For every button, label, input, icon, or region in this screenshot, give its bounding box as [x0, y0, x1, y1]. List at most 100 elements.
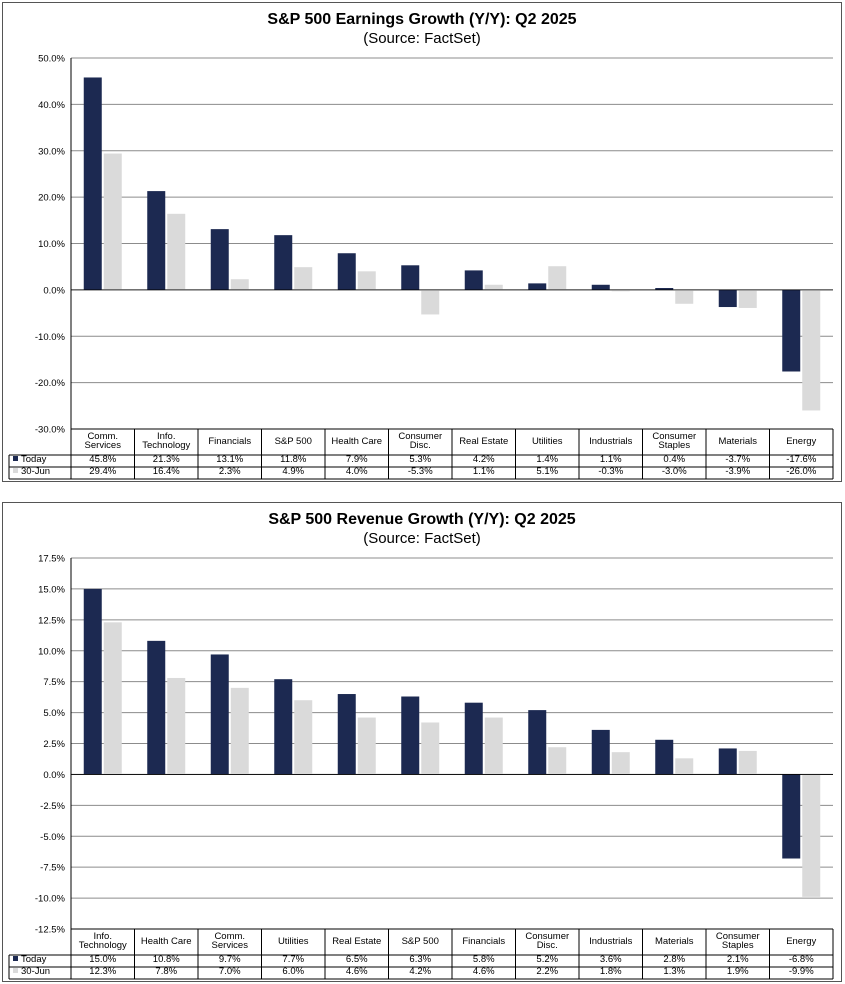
data-table-cell: 6.5% [346, 954, 368, 965]
x-category-label: Industrials [589, 936, 633, 947]
x-category-label: Real Estate [332, 936, 381, 947]
bar-today [147, 191, 166, 290]
revenue-chart-svg: S&P 500 Revenue Growth (Y/Y): Q2 2025 (S… [8, 511, 834, 980]
x-category-label: Health Care [331, 436, 382, 447]
legend-label: Today [21, 454, 47, 465]
bar-today [528, 710, 547, 775]
data-table-cell: 6.3% [409, 954, 431, 965]
data-table-cell: 4.6% [346, 966, 368, 977]
y-tick-label: 7.5% [43, 677, 65, 688]
y-tick-label: 10.0% [38, 239, 65, 250]
data-table-cell: -17.6% [786, 454, 817, 465]
bar-today [591, 284, 610, 290]
x-category-label: Consumer [525, 931, 569, 942]
data-table-cell: 13.1% [216, 454, 243, 465]
bar-today [147, 640, 166, 775]
x-category-label: Staples [658, 440, 690, 451]
legend-key-30-jun [13, 468, 18, 473]
bar-30-jun [421, 722, 440, 775]
data-table-cell: 21.3% [153, 454, 180, 465]
bar-30-jun [103, 622, 122, 775]
y-tick-label: -5.0% [40, 832, 65, 843]
bar-today [210, 654, 229, 775]
data-table-cell: 7.9% [346, 454, 368, 465]
bar-today [83, 77, 102, 290]
plot-area: 17.5% 15.0% 12.5% 10.0% 7.5% 5.0% 2.5% 0.0% -2.5… [8, 554, 834, 980]
data-table-cell: 1.1% [473, 466, 495, 477]
x-category-label: Info. [157, 431, 176, 442]
bar-30-jun [802, 289, 821, 411]
x-category-label: S&P 500 [402, 936, 439, 947]
data-table-cell: 2.8% [663, 954, 685, 965]
y-tick-label: 15.0% [38, 584, 65, 595]
y-tick-label: 0.0% [43, 285, 65, 296]
bar-today [655, 288, 674, 290]
x-category-label: Comm. [87, 431, 118, 442]
bar-today [274, 235, 293, 290]
bar-today [210, 229, 229, 290]
bar-30-jun [230, 687, 249, 775]
data-table-cell: 7.7% [282, 954, 304, 965]
bar-30-jun [611, 289, 630, 292]
data-table-cell: 45.8% [89, 454, 116, 465]
data-table-cell: 4.2% [473, 454, 495, 465]
data-table-cell: 4.2% [409, 966, 431, 977]
y-tick-label: 12.5% [38, 615, 65, 626]
bar-today [591, 729, 610, 775]
data-table-cell: 1.8% [600, 966, 622, 977]
data-table-cell: 1.9% [727, 966, 749, 977]
x-category-label: Disc. [410, 440, 431, 451]
bar-30-jun [357, 717, 376, 775]
bar-today [718, 289, 737, 308]
x-category-label: Health Care [141, 936, 192, 947]
revenue-growth-chart: S&P 500 Revenue Growth (Y/Y): Q2 2025 (S… [2, 502, 842, 982]
bar-30-jun [548, 266, 567, 290]
chart-title: S&P 500 Earnings Growth (Y/Y): Q2 2025 [267, 11, 576, 28]
earnings-growth-chart: S&P 500 Earnings Growth (Y/Y): Q2 2025 (… [2, 2, 842, 482]
data-table-cell: 5.8% [473, 954, 495, 965]
x-category-label: Disc. [537, 940, 558, 951]
x-category-label: Technology [79, 940, 127, 951]
x-category-label: Utilities [532, 436, 563, 447]
legend-key-today [13, 456, 18, 461]
data-table-cell: -3.7% [725, 454, 750, 465]
bar-today [274, 679, 293, 775]
x-category-label: Materials [655, 936, 694, 947]
data-table-cell: 9.7% [219, 954, 241, 965]
data-table-cell: 15.0% [89, 954, 116, 965]
data-table-cell: 5.2% [536, 954, 558, 965]
x-category-label: Real Estate [459, 436, 508, 447]
data-table-cell: -26.0% [786, 466, 817, 477]
legend-key-30-jun [13, 968, 18, 973]
data-table-cell: 12.3% [89, 966, 116, 977]
bar-today [337, 253, 356, 290]
x-category-label: Technology [142, 440, 190, 451]
data-table-cell: 4.9% [282, 466, 304, 477]
data-table-cell: -5.3% [408, 466, 433, 477]
bar-today [83, 588, 102, 775]
bar-today [782, 774, 801, 859]
chart-subtitle: (Source: FactSet) [363, 30, 481, 47]
bar-today [401, 265, 420, 290]
legend-label: 30-Jun [21, 466, 50, 477]
bar-30-jun [738, 750, 757, 775]
y-tick-label: -7.5% [40, 863, 65, 874]
x-category-label: Info. [94, 931, 113, 942]
data-table-cell: 11.8% [280, 454, 307, 465]
x-category-label: Financials [462, 936, 505, 947]
data-table-cell: -0.3% [598, 466, 623, 477]
bar-30-jun [738, 289, 757, 308]
y-tick-label: 40.0% [38, 100, 65, 111]
y-tick-label: -30.0% [35, 425, 66, 436]
legend-key-today [13, 956, 18, 961]
bar-30-jun [230, 279, 249, 290]
y-tick-label: 5.0% [43, 708, 65, 719]
x-category-label: Services [212, 940, 249, 951]
x-category-label: Utilities [278, 936, 309, 947]
x-category-label: Staples [722, 940, 754, 951]
data-table-cell: 1.4% [536, 454, 558, 465]
data-table-cell: 4.0% [346, 466, 368, 477]
data-table-cell: 2.1% [727, 954, 749, 965]
bar-30-jun [167, 213, 186, 290]
bar-30-jun [484, 717, 503, 775]
